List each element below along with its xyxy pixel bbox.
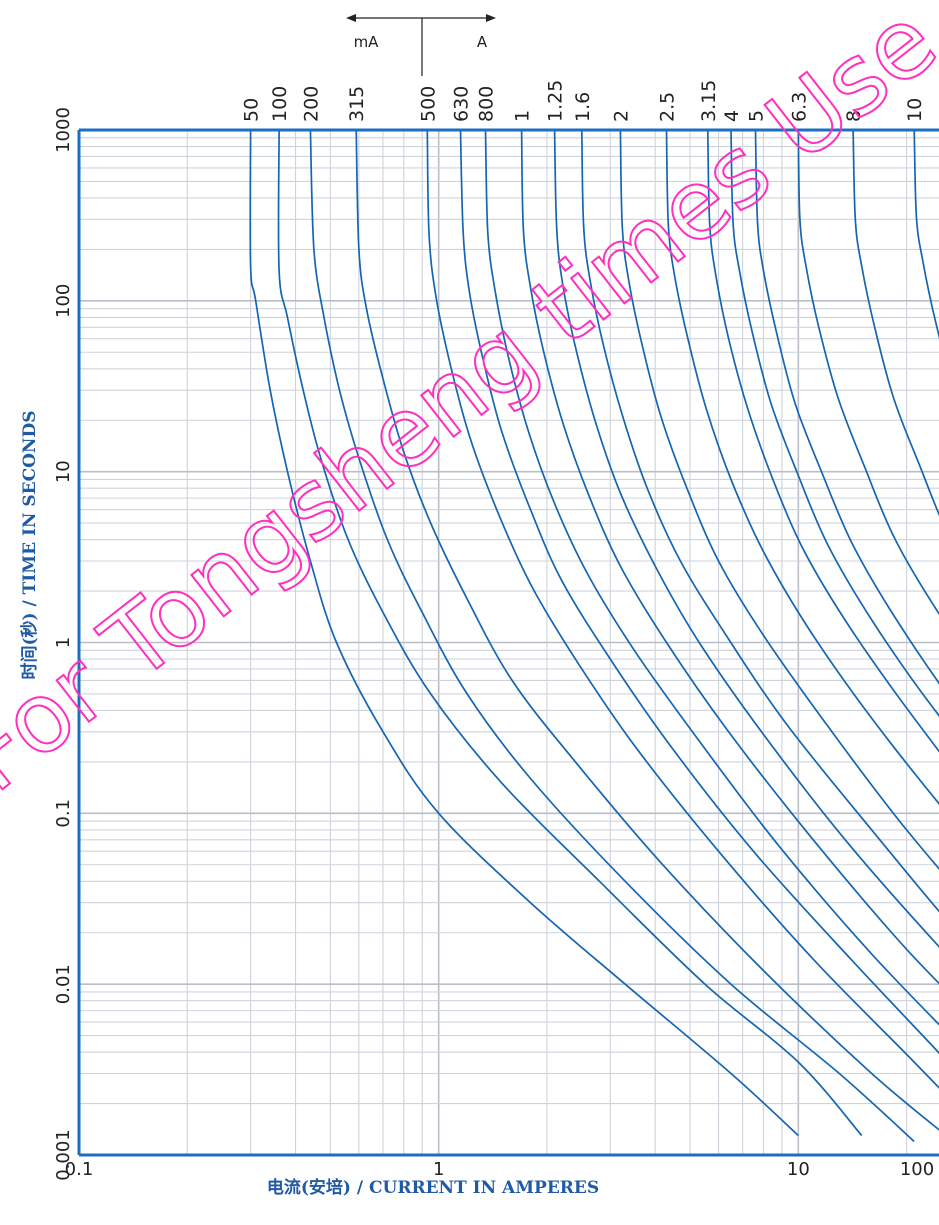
y-tick-label: 1000 xyxy=(53,107,74,153)
rating-label-3.15: 3.15 xyxy=(698,80,720,122)
series-curve-1.25 xyxy=(553,130,939,948)
series-curve-500 xyxy=(426,130,939,1089)
series-curve-8 xyxy=(852,130,939,517)
rating-label-315: 315 xyxy=(346,86,368,122)
series-curve-4 xyxy=(730,130,939,717)
series-curve-2.5 xyxy=(665,130,939,805)
series-curve-800 xyxy=(484,130,939,1026)
x-tick-labels: 0.1 1 10 100 xyxy=(65,1159,935,1180)
y-tick-label: 0.01 xyxy=(53,964,74,1004)
series-curve-10 xyxy=(913,130,939,340)
rating-label-1.6: 1.6 xyxy=(572,92,594,122)
rating-label-10: 10 xyxy=(904,98,926,122)
series-curve-50 xyxy=(249,130,799,1137)
x-axis-title: 电流(安培) / CURRENT IN AMPERES xyxy=(267,1177,599,1198)
rating-label-50: 50 xyxy=(241,98,263,122)
x-tick-label: 1 xyxy=(433,1159,444,1180)
x-tick-label: 0.1 xyxy=(65,1159,94,1180)
y-tick-labels: 0.001 0.01 0.1 1 10 100 1000 xyxy=(53,107,74,1181)
plot-frame xyxy=(77,128,939,1157)
y-tick-label: 100 xyxy=(53,284,74,318)
rating-label-500: 500 xyxy=(417,86,439,122)
x-tick-label: 100 xyxy=(900,1159,934,1180)
rating-label-2: 2 xyxy=(610,110,632,122)
unit-ma-label: mA xyxy=(354,33,380,51)
rating-label-8: 8 xyxy=(843,110,865,122)
y-axis-title: 时间(秒) / TIME IN SECONDS xyxy=(19,411,40,680)
rating-label-200: 200 xyxy=(300,86,322,122)
rating-label-630: 630 xyxy=(451,86,473,122)
y-tick-label: 1 xyxy=(53,637,74,648)
rating-label-2.5: 2.5 xyxy=(657,92,679,122)
series-curve-5 xyxy=(754,130,939,685)
y-tick-label: 10 xyxy=(53,460,74,483)
unit-a-label: A xyxy=(477,33,488,51)
rating-label-800: 800 xyxy=(476,86,498,122)
series-curve-3.15 xyxy=(706,130,939,753)
unit-indicator: mA A xyxy=(346,14,496,76)
rating-label-5: 5 xyxy=(746,110,768,122)
rating-label-100: 100 xyxy=(269,86,291,122)
series-curve-1.6 xyxy=(580,130,939,913)
y-tick-label: 0.1 xyxy=(53,799,74,828)
rating-labels: 50 100 200 315 500 630 800 1 1.25 1.6 2 2.5 3.15 4 5 6.… xyxy=(241,80,927,122)
rating-label-6.3: 6.3 xyxy=(788,92,810,122)
series-curve-2 xyxy=(619,130,939,870)
series-curve-1 xyxy=(520,130,939,985)
series-curve-100 xyxy=(277,130,863,1137)
series-curve-315 xyxy=(355,130,939,1131)
series-curve-630 xyxy=(459,130,939,1055)
rating-label-1: 1 xyxy=(512,110,534,122)
series-curves xyxy=(249,130,939,1143)
rating-label-4: 4 xyxy=(721,110,743,122)
rating-label-1.25: 1.25 xyxy=(545,80,567,122)
x-tick-label: 10 xyxy=(787,1159,810,1180)
series-curve-200 xyxy=(309,130,915,1143)
y-tick-label: 0.001 xyxy=(53,1129,74,1181)
grid-lines xyxy=(79,130,939,1155)
series-curve-6.3 xyxy=(797,130,939,616)
